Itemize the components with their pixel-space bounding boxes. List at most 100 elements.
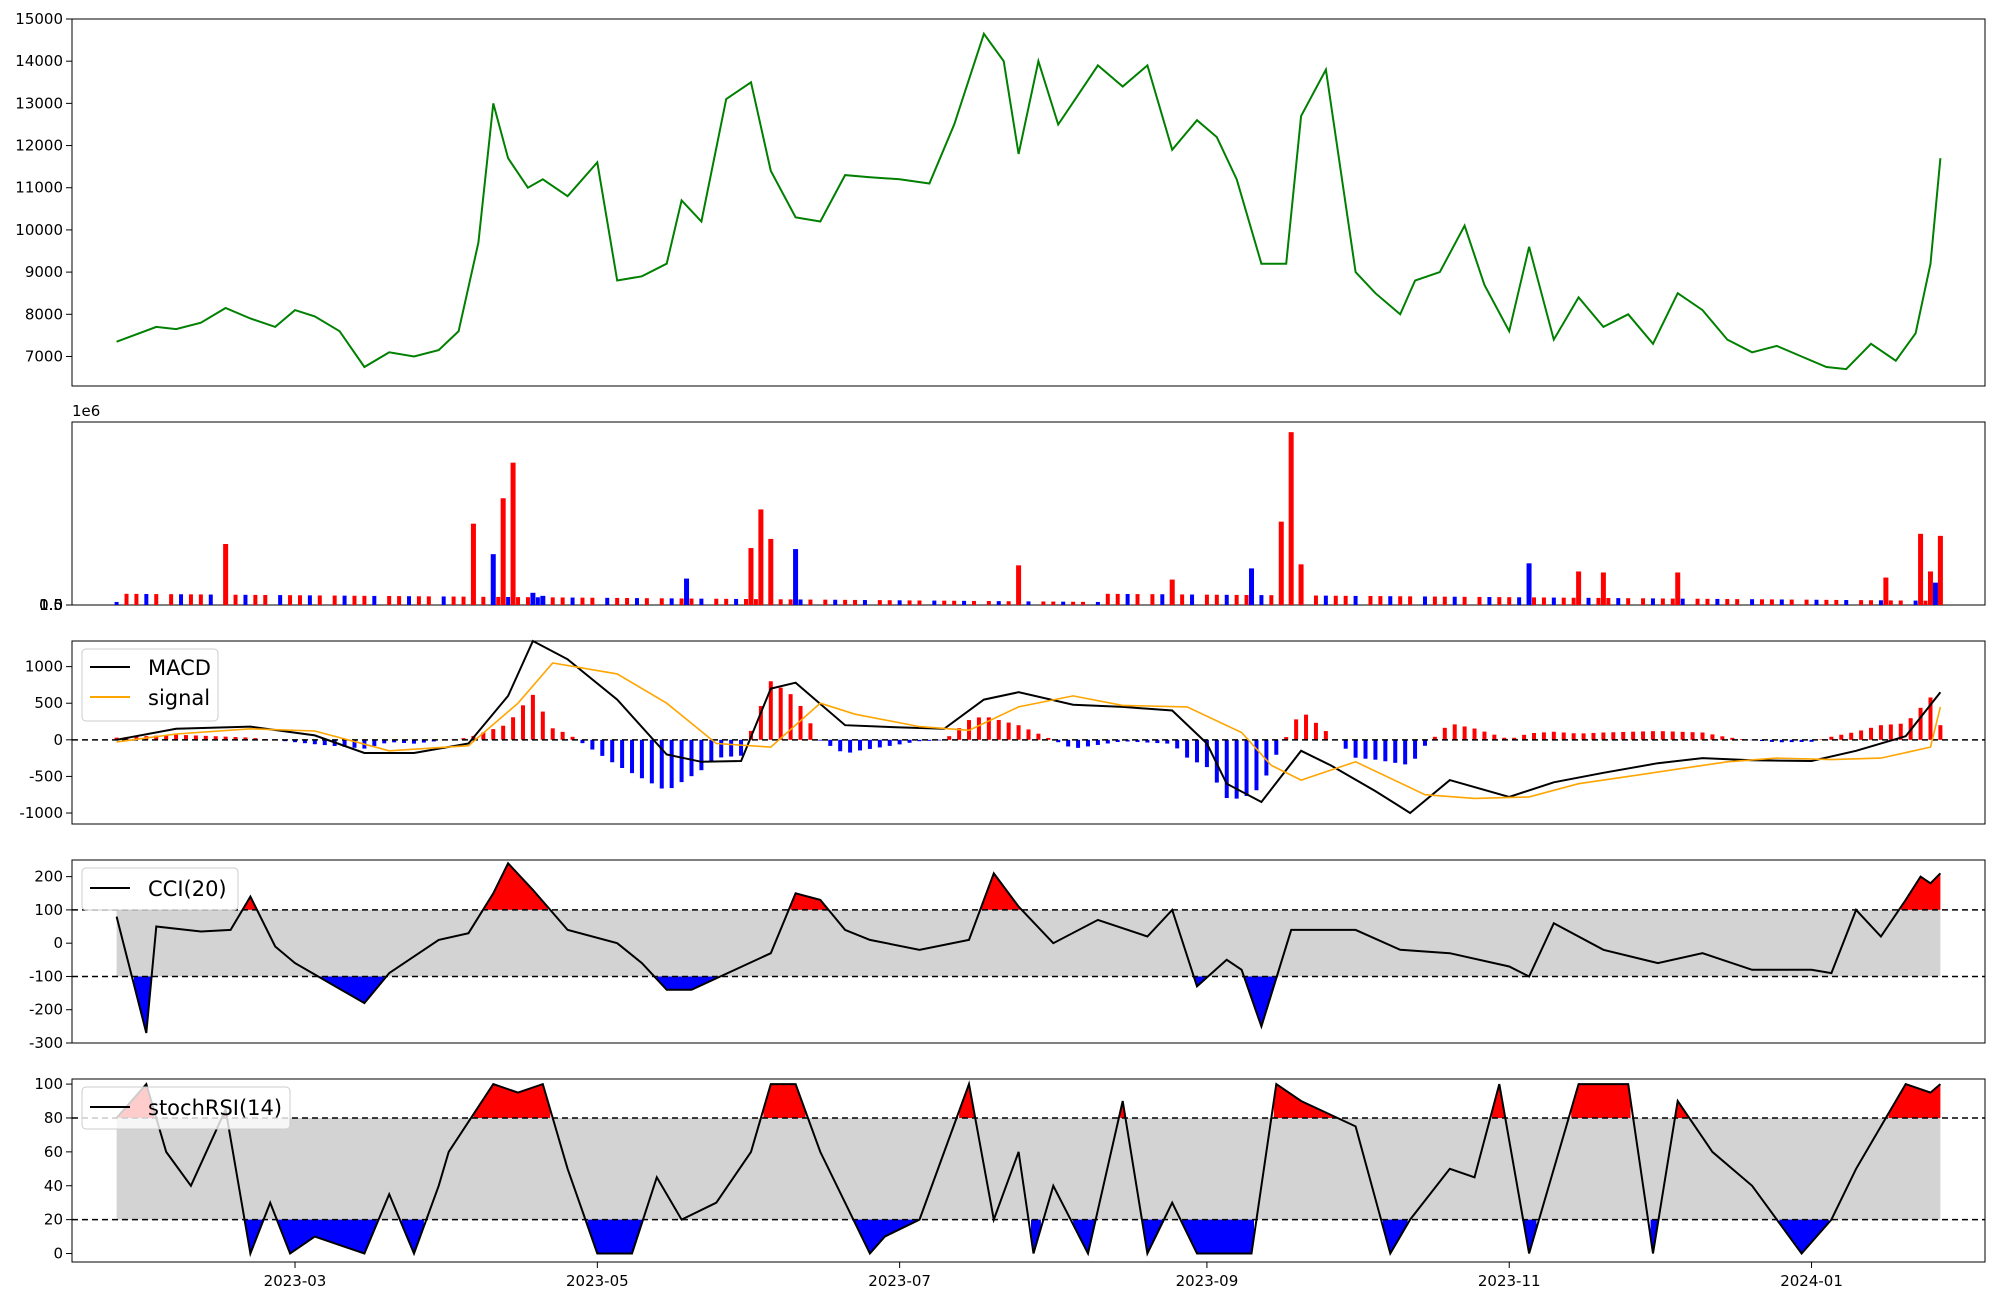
macd-histogram-bar: [1165, 739, 1170, 744]
volume-bar: [1288, 432, 1294, 605]
macd-histogram-bar: [659, 739, 664, 789]
oversold-fill: [1142, 1219, 1163, 1254]
volume-bar: [198, 594, 203, 605]
macd-histogram-bar: [808, 723, 813, 740]
macd-histogram-bar: [1095, 739, 1100, 745]
volume-bar: [1298, 564, 1304, 605]
volume-bar: [500, 498, 506, 605]
y-tick-label: -100: [29, 967, 63, 985]
volume-bar: [853, 599, 858, 605]
volume-bar: [1343, 595, 1348, 605]
y-tick-label: -500: [29, 767, 63, 785]
macd-histogram-bar: [1125, 739, 1130, 742]
macd-histogram-bar: [778, 687, 783, 740]
volume-bar: [1452, 596, 1457, 605]
volume-bar: [1442, 596, 1447, 605]
x-tick-label: 2023-07: [868, 1272, 931, 1290]
y-tick-label: 0: [53, 1245, 63, 1263]
stochrsi-y-axis: 0 20 40 60 80 100: [34, 1075, 72, 1263]
macd-histogram-bar: [1700, 732, 1705, 740]
volume-bar: [1249, 568, 1255, 605]
volume-bar: [1224, 594, 1229, 605]
macd-histogram-bar: [986, 717, 991, 740]
volume-bar: [1115, 593, 1120, 605]
x-tick-label: 2023-09: [1176, 1272, 1239, 1290]
overbought-fill: [790, 893, 828, 910]
volume-bar: [1869, 600, 1874, 605]
volume-bar: [1353, 595, 1358, 605]
y-tick-label: 500: [34, 694, 63, 712]
volume-bar: [1675, 572, 1681, 605]
volume-panel: 1e6 0.00.51.01.5: [39, 402, 1986, 614]
macd-histogram-bar: [1413, 739, 1418, 759]
volume-bar: [288, 595, 293, 605]
volume-bar: [1398, 596, 1403, 605]
macd-histogram-bar: [312, 739, 317, 745]
volume-bar: [1517, 597, 1522, 605]
macd-histogram-bar: [729, 739, 734, 757]
volume-bar: [1204, 594, 1209, 605]
volume-bar: [362, 595, 367, 605]
stochrsi-panel: 0 20 40 60 80 100 stochRSI(14): [34, 1075, 1986, 1263]
cci-legend: CCI(20): [81, 867, 239, 911]
macd-histogram-bar: [540, 711, 545, 740]
macd-histogram-bar: [1690, 732, 1695, 740]
macd-histogram-bar: [630, 739, 635, 774]
volume-bar: [263, 594, 268, 605]
y-tick-label: 100: [34, 1075, 63, 1093]
macd-histogram-bar: [134, 736, 139, 740]
volume-bar: [1715, 598, 1720, 605]
y-tick-label: 10000: [15, 221, 63, 239]
macd-histogram-bar: [649, 739, 654, 784]
volume-bar: [397, 596, 402, 605]
y-tick-label: 60: [44, 1143, 63, 1161]
macd-histogram-bar: [1591, 732, 1596, 740]
macd-histogram-bar: [213, 736, 218, 740]
volume-bar: [407, 596, 412, 605]
volume-bar: [1526, 563, 1532, 605]
macd-histogram-bar: [1234, 739, 1239, 799]
macd-histogram-bar: [223, 736, 228, 740]
volume-bar: [1695, 598, 1700, 605]
macd-histogram-bar: [402, 739, 407, 743]
macd-histogram-bar: [1244, 739, 1249, 797]
y-tick-label: 40: [44, 1177, 63, 1195]
macd-histogram-bar: [392, 739, 397, 743]
y-tick-label: 80: [44, 1109, 63, 1127]
volume-bar: [758, 509, 764, 605]
volume-bar: [615, 597, 620, 605]
volume-bar: [253, 594, 258, 605]
oversold-fill: [1524, 1219, 1537, 1254]
macd-histogram-bar: [1581, 733, 1586, 740]
macd-histogram-bar: [1204, 739, 1209, 768]
macd-histogram-bar: [610, 739, 615, 763]
y-tick-label: 0.0: [39, 596, 63, 614]
volume-bar: [1095, 601, 1100, 605]
volume-bar: [1616, 598, 1621, 605]
volume-bar: [823, 599, 828, 605]
volume-plot-area: [114, 432, 1943, 605]
signal-legend-label: signal: [148, 686, 210, 710]
volume-bar: [768, 538, 774, 605]
volume-bar: [1789, 599, 1794, 605]
volume-bar: [1135, 594, 1140, 605]
volume-bar: [689, 598, 694, 605]
volume-bar: [1190, 594, 1195, 605]
volume-bar: [699, 598, 704, 605]
macd-histogram-bar: [838, 739, 843, 752]
volume-bar: [1814, 599, 1819, 605]
overbought-fill: [1273, 1084, 1336, 1118]
volume-bar: [560, 597, 565, 605]
macd-histogram-bar: [917, 739, 922, 742]
volume-bar: [114, 601, 119, 605]
volume-bar: [1551, 597, 1556, 605]
macd-histogram-bar: [907, 739, 912, 743]
volume-bar: [1323, 595, 1328, 605]
macd-histogram-bar: [1938, 725, 1943, 740]
macd-legend: MACD signal: [81, 648, 219, 722]
y-tick-label: -300: [29, 1034, 63, 1052]
macd-histogram-bar: [1799, 739, 1804, 742]
volume-bar: [1160, 594, 1165, 605]
oversold-fill: [1779, 1219, 1829, 1254]
